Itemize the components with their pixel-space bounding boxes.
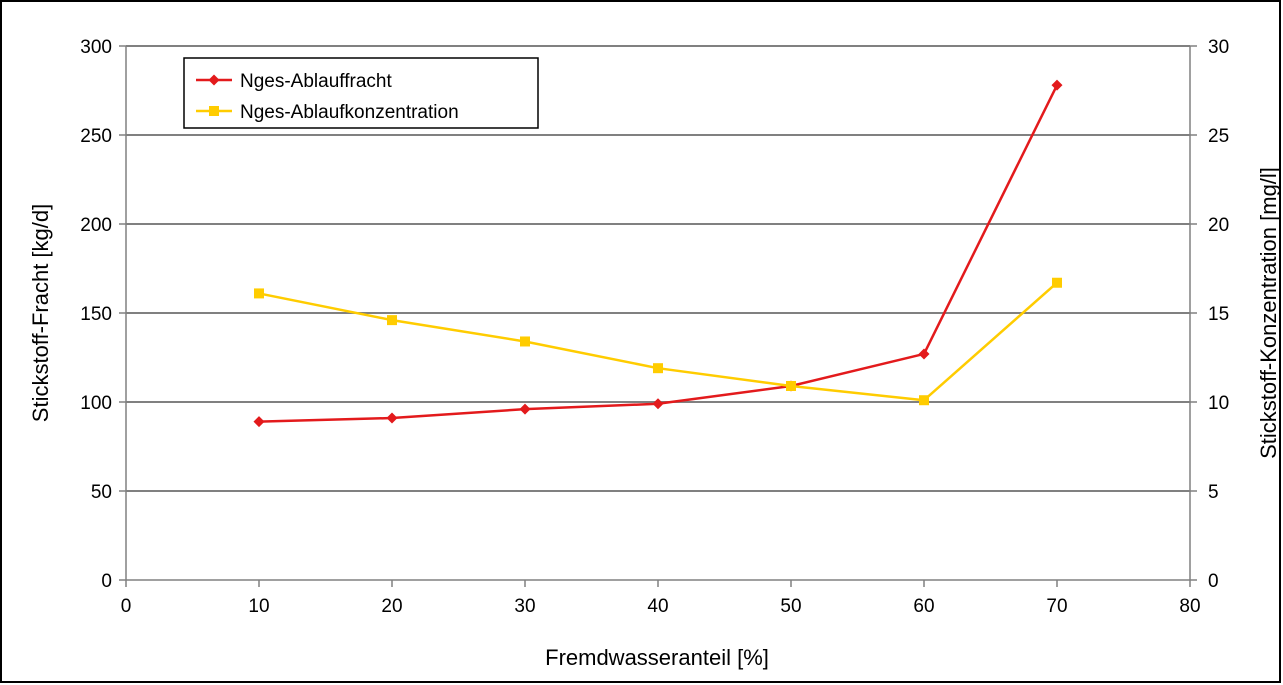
data-point (1052, 277, 1062, 288)
data-point (653, 363, 663, 374)
y-left-tick-label: 200 (80, 215, 112, 236)
data-point (1051, 79, 1063, 91)
legend-label: Nges-Ablaufkonzentration (240, 102, 459, 123)
y-right-tick-label: 30 (1208, 37, 1229, 58)
data-point (919, 395, 929, 406)
y-right-tick-label: 20 (1208, 215, 1229, 236)
y-left-tick-label: 0 (101, 571, 112, 592)
x-tick-label: 80 (1179, 596, 1200, 617)
y-right-tick-label: 0 (1208, 571, 1219, 592)
y-right-tick-label: 5 (1208, 482, 1219, 503)
legend: Nges-Ablauffracht Nges-Ablaufkonzentratio… (183, 57, 539, 129)
data-point (253, 416, 265, 428)
y-left-tick-label: 150 (80, 304, 112, 325)
y-left-tick-label: 50 (91, 482, 112, 503)
data-point (519, 403, 531, 415)
x-tick-label: 40 (647, 596, 668, 617)
series-lines (253, 79, 1063, 428)
axes (119, 45, 1197, 587)
x-tick-label: 70 (1046, 596, 1067, 617)
y-right-tick-label: 15 (1208, 304, 1229, 325)
tick-labels: 0 10 20 30 40 50 60 70 80 0 50 100 150 200 250 300 0 5 10 1… (80, 37, 1229, 617)
y-left-tick-label: 300 (80, 37, 112, 58)
data-point (652, 398, 664, 410)
y-right-tick-label: 25 (1208, 126, 1229, 147)
legend-swatch-marker (209, 106, 219, 116)
series-line (258, 281, 1058, 402)
data-point (254, 288, 264, 299)
y-left-tick-label: 250 (80, 126, 112, 147)
y-axis-right-title: Stickstoff-Konzentration [mg/l] (1256, 167, 1281, 459)
y-axis-left-title: Stickstoff-Fracht [kg/d] (28, 204, 53, 422)
data-point (387, 315, 397, 326)
y-right-tick-label: 10 (1208, 393, 1229, 414)
x-tick-label: 20 (381, 596, 402, 617)
data-point (786, 380, 796, 391)
data-point (386, 412, 398, 424)
series-1 (253, 79, 1063, 428)
x-tick-label: 30 (514, 596, 535, 617)
legend-label: Nges-Ablauffracht (240, 71, 392, 92)
x-tick-label: 60 (913, 596, 934, 617)
y-left-tick-label: 100 (80, 393, 112, 414)
legend-box (183, 57, 539, 129)
series-2 (254, 277, 1062, 406)
legend-swatch-marker (208, 74, 220, 86)
x-tick-label: 50 (780, 596, 801, 617)
x-tick-label: 10 (248, 596, 269, 617)
grid-lines (126, 45, 1190, 492)
x-tick-label: 0 (121, 596, 132, 617)
data-point (918, 348, 930, 360)
data-point (520, 336, 530, 347)
x-axis-title: Fremdwasseranteil [%] (545, 645, 769, 670)
